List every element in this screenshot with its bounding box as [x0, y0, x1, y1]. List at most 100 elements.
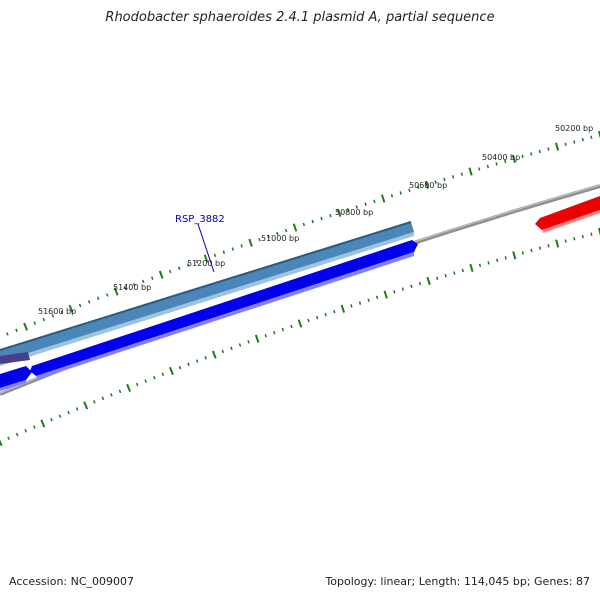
scale-label: 50400 bp — [482, 153, 520, 162]
outer-minor-tick — [495, 162, 498, 166]
outer-minor-tick — [267, 234, 270, 239]
outer-minor-tick — [141, 279, 145, 284]
gene-feature-other[interactable] — [0, 352, 30, 364]
inner-minor-tick — [221, 349, 225, 354]
outer-minor-tick — [105, 293, 109, 297]
inner-minor-tick — [58, 414, 62, 418]
inner-minor-tick — [435, 276, 439, 281]
outer-minor-tick — [364, 202, 367, 206]
inner-minor-tick — [367, 298, 370, 302]
inner-minor-tick — [418, 281, 422, 286]
inner-minor-tick — [350, 304, 353, 308]
outer-minor-tick — [87, 300, 91, 304]
outer-minor-tick — [416, 185, 420, 190]
inner-minor-tick — [67, 410, 70, 415]
inner-minor-tick — [178, 365, 182, 370]
inner-minor-tick — [375, 295, 379, 300]
gene-feature-forward-left[interactable] — [0, 366, 32, 391]
outer-minor-tick — [311, 219, 314, 224]
gene-feature-forward[interactable] — [30, 240, 418, 379]
outer-minor-tick — [573, 140, 576, 144]
outer-minor-tick — [538, 149, 541, 154]
accession-label: Accession: NC_009007 — [9, 575, 135, 588]
inner-minor-tick — [93, 400, 96, 404]
map-title: Rhodobacter sphaeroides 2.4.1 plasmid A,… — [105, 10, 495, 25]
inner-minor-tick — [324, 312, 327, 317]
outer-major-tick — [468, 167, 473, 176]
sequence-summary: Topology: linear; Length: 114,045 bp; Ge… — [325, 575, 590, 588]
inner-major-tick — [0, 439, 3, 447]
outer-major-tick — [68, 304, 74, 313]
inner-minor-tick — [75, 407, 79, 411]
inner-minor-tick — [521, 251, 525, 255]
outer-minor-tick — [399, 191, 402, 195]
inner-minor-tick — [453, 271, 456, 275]
outer-minor-tick — [15, 328, 18, 333]
inner-minor-tick — [144, 379, 147, 383]
inner-major-tick — [383, 290, 388, 299]
outer-minor-tick — [373, 199, 376, 204]
inner-minor-tick — [410, 284, 413, 289]
scale-label: 51400 bp — [113, 283, 151, 292]
gene-feature-rsp-3882[interactable] — [0, 221, 414, 366]
outer-minor-tick — [177, 266, 181, 270]
inner-minor-tick — [101, 396, 105, 401]
inner-minor-tick — [24, 429, 27, 433]
scale-label: 51000 bp — [261, 234, 299, 243]
inner-major-tick — [126, 383, 132, 392]
outer-minor-tick — [150, 276, 154, 280]
inner-minor-tick — [161, 372, 165, 377]
outer-minor-tick — [443, 177, 446, 182]
inner-minor-tick — [461, 268, 465, 273]
outer-major-tick — [424, 180, 430, 189]
outer-major-tick — [380, 194, 386, 203]
outer-minor-tick — [123, 286, 127, 290]
inner-minor-tick — [264, 333, 268, 338]
outer-minor-tick — [355, 205, 359, 209]
outer-minor-tick — [451, 175, 455, 179]
outer-minor-tick — [460, 172, 464, 176]
inner-minor-tick — [573, 237, 576, 241]
outer-minor-tick — [390, 193, 394, 198]
inner-minor-tick — [110, 393, 113, 397]
outer-major-tick — [598, 130, 600, 140]
inner-minor-tick — [581, 234, 585, 239]
inner-major-tick — [83, 401, 89, 410]
outer-minor-tick — [51, 314, 55, 318]
outer-minor-tick — [320, 216, 323, 221]
outer-minor-tick — [329, 213, 332, 218]
outer-tick-ring — [6, 130, 600, 336]
outer-minor-tick — [486, 164, 490, 169]
inner-minor-tick — [290, 324, 293, 329]
outer-minor-tick — [96, 296, 100, 301]
gene-label-rsp-3882[interactable]: RSP_3882 — [175, 214, 225, 225]
outer-minor-tick — [78, 303, 82, 308]
inner-minor-tick — [401, 287, 405, 291]
inner-minor-tick — [135, 382, 139, 387]
outer-minor-tick — [213, 253, 217, 258]
outer-minor-tick — [168, 269, 172, 274]
outer-minor-tick — [33, 321, 36, 325]
outer-minor-tick — [195, 259, 199, 264]
inner-minor-tick — [7, 436, 10, 441]
outer-minor-tick — [222, 250, 226, 254]
inner-minor-tick — [590, 232, 593, 236]
inner-minor-tick — [487, 261, 490, 265]
inner-minor-tick — [15, 432, 19, 437]
inner-minor-tick — [504, 256, 507, 260]
outer-minor-tick — [434, 180, 437, 184]
scale-label: 50200 bp — [555, 124, 593, 133]
outer-minor-tick — [590, 135, 593, 139]
inner-major-tick — [555, 239, 560, 248]
outer-minor-tick — [302, 222, 306, 227]
outer-major-tick — [292, 223, 298, 232]
scale-label: 51200 bp — [187, 259, 225, 268]
inner-major-tick — [469, 263, 474, 272]
outer-minor-tick — [346, 208, 350, 212]
inner-minor-tick — [358, 301, 362, 305]
gene-label-leader — [197, 223, 215, 273]
outer-major-tick — [113, 287, 119, 296]
gene-feature-reverse[interactable] — [535, 196, 600, 233]
outer-minor-tick — [186, 263, 190, 267]
